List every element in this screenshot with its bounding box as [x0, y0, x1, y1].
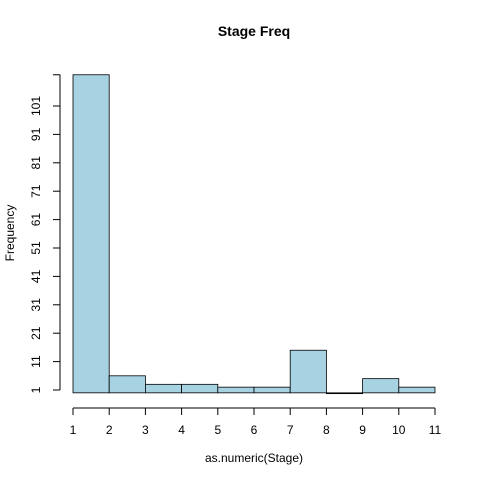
chart-title: Stage Freq — [218, 23, 290, 39]
y-tick-label-61: 61 — [29, 213, 43, 227]
x-tick-label-10: 10 — [392, 423, 406, 437]
x-tick-label-3: 3 — [142, 423, 149, 437]
x-axis-label: as.numeric(Stage) — [205, 451, 303, 465]
y-tick-label-101: 101 — [29, 96, 43, 116]
x-tick-label-11: 11 — [429, 423, 442, 437]
y-tick-label-31: 31 — [29, 298, 43, 312]
histogram-bar-5 — [217, 386, 255, 394]
x-tick-label-2: 2 — [106, 423, 113, 437]
y-tick-label-91: 91 — [29, 127, 43, 141]
x-tick-label-7: 7 — [287, 423, 294, 437]
histogram-bar-7 — [289, 349, 327, 394]
y-tick-label-51: 51 — [29, 241, 43, 255]
histogram-bar-1 — [72, 74, 110, 394]
y-axis-label: Frequency — [3, 205, 17, 262]
x-tick-label-8: 8 — [323, 423, 330, 437]
histogram-bar-4 — [181, 383, 219, 394]
y-tick-label-21: 21 — [29, 326, 43, 340]
histogram-bar-9 — [362, 378, 400, 394]
histogram-bar-2 — [108, 375, 146, 394]
histogram-bar-10 — [398, 386, 436, 394]
histogram-bar-8 — [325, 392, 363, 395]
y-tick-label-81: 81 — [29, 156, 43, 170]
bars-group — [72, 74, 436, 395]
x-tick-label-4: 4 — [178, 423, 185, 437]
y-tick-label-1: 1 — [29, 386, 43, 393]
histogram-bar-3 — [144, 383, 182, 394]
x-tick-label-5: 5 — [214, 423, 221, 437]
histogram-bar-6 — [253, 386, 291, 394]
x-tick-label-1: 1 — [70, 423, 77, 437]
y-tick-label-71: 71 — [29, 184, 43, 198]
x-tick-label-6: 6 — [251, 423, 258, 437]
x-axis: 1 2 3 4 5 6 7 8 9 10 11 — [70, 407, 442, 437]
y-tick-label-41: 41 — [29, 269, 43, 283]
x-tick-label-9: 9 — [359, 423, 366, 437]
y-tick-label-11: 11 — [29, 355, 43, 368]
